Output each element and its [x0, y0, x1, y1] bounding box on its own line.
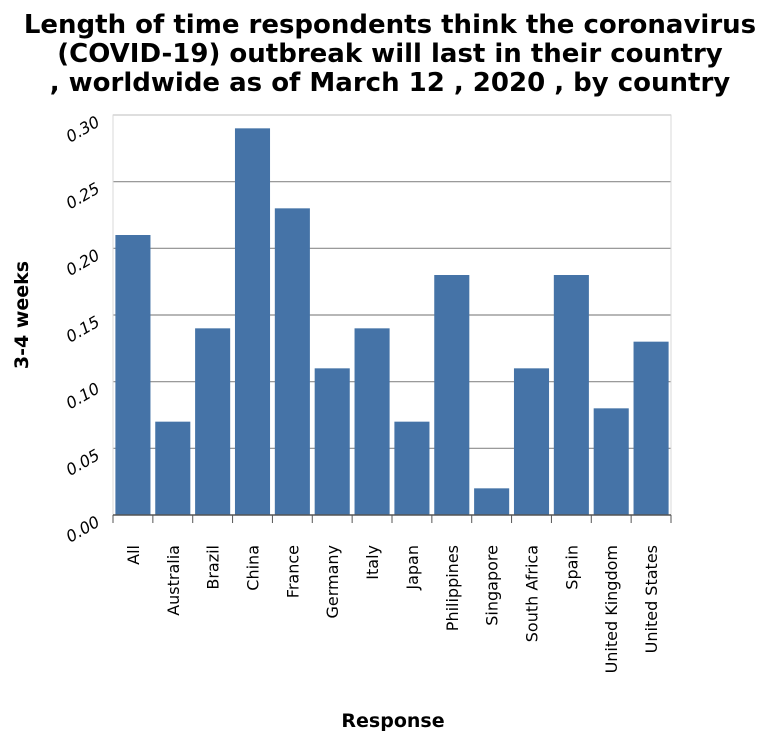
- y-tick-label: 0.30: [63, 112, 103, 146]
- bar-all: [115, 235, 151, 515]
- y-axis-title: 3-4 weeks: [11, 261, 33, 369]
- chart-title: Length of time respondents think the cor…: [24, 10, 756, 98]
- y-tick-label: 0.05: [63, 445, 103, 479]
- y-tick-label: 0.10: [63, 379, 103, 413]
- x-tick-label: United Kingdom: [602, 545, 621, 673]
- x-tick-label: Spain: [562, 545, 581, 590]
- x-tick-label: Singapore: [483, 545, 502, 626]
- bar-japan: [394, 421, 430, 515]
- y-tick-label: 0.20: [63, 245, 103, 279]
- x-tick-label: South Africa: [523, 545, 542, 642]
- x-tick-label: Philippines: [443, 545, 462, 631]
- x-tick-label: France: [283, 545, 302, 598]
- bar-australia: [155, 421, 191, 515]
- y-tick-label: 0.25: [63, 179, 103, 213]
- x-tick-label: Japan: [403, 545, 422, 591]
- x-tick-label: Italy: [363, 545, 382, 580]
- y-tick-label: 0.00: [63, 512, 103, 546]
- bar-italy: [354, 328, 390, 515]
- axes: [112, 114, 672, 523]
- x-tick-label: Brazil: [204, 545, 223, 590]
- bar-china: [234, 128, 271, 516]
- bars: [115, 128, 669, 516]
- x-axis-title: Response: [341, 710, 444, 732]
- y-tick-labels: 0.00 0.05 0.10 0.15 0.20 0.25 0.30: [63, 112, 103, 546]
- bar-france: [274, 208, 310, 516]
- bar-united-kingdom: [593, 408, 629, 515]
- bar-south-africa: [513, 368, 550, 515]
- bar-singapore: [474, 488, 510, 515]
- x-tick-label: All: [124, 545, 143, 565]
- x-tick-label: Australia: [164, 545, 183, 616]
- x-tick-label: Germany: [323, 545, 342, 619]
- title-line-3: , worldwide as of March 12 , 2020 , by c…: [50, 68, 731, 98]
- bar-philippines: [434, 275, 470, 515]
- bar-spain: [553, 275, 589, 515]
- title-line-1: Length of time respondents think the cor…: [24, 10, 756, 40]
- x-tick-labels: All Australia Brazil China France Germany Ital…: [124, 545, 661, 673]
- x-tick-label: United States: [642, 545, 661, 653]
- y-tick-label: 0.15: [63, 312, 103, 346]
- title-line-2: (COVID-19) outbreak will last in their c…: [57, 39, 722, 69]
- bar-germany: [314, 368, 350, 515]
- bar-brazil: [195, 328, 231, 515]
- x-tick-label: China: [244, 545, 263, 591]
- bar-united-states: [633, 341, 669, 515]
